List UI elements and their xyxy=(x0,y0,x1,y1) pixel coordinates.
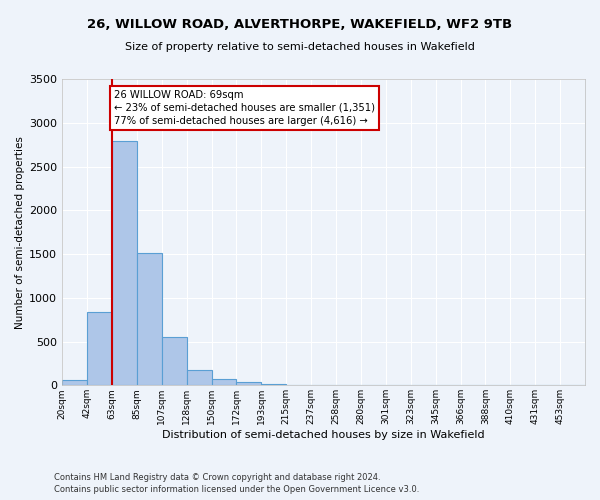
X-axis label: Distribution of semi-detached houses by size in Wakefield: Distribution of semi-detached houses by … xyxy=(162,430,485,440)
Y-axis label: Number of semi-detached properties: Number of semi-detached properties xyxy=(15,136,25,328)
Bar xyxy=(262,384,286,386)
Text: 26 WILLOW ROAD: 69sqm
← 23% of semi-detached houses are smaller (1,351)
77% of s: 26 WILLOW ROAD: 69sqm ← 23% of semi-deta… xyxy=(114,90,375,126)
Bar xyxy=(212,379,236,386)
Bar xyxy=(87,312,112,386)
Bar xyxy=(62,380,87,386)
Bar xyxy=(137,253,162,386)
Text: Contains public sector information licensed under the Open Government Licence v3: Contains public sector information licen… xyxy=(54,485,419,494)
Bar xyxy=(236,382,262,386)
Text: 26, WILLOW ROAD, ALVERTHORPE, WAKEFIELD, WF2 9TB: 26, WILLOW ROAD, ALVERTHORPE, WAKEFIELD,… xyxy=(88,18,512,30)
Text: Size of property relative to semi-detached houses in Wakefield: Size of property relative to semi-detach… xyxy=(125,42,475,52)
Bar xyxy=(187,370,212,386)
Text: Contains HM Land Registry data © Crown copyright and database right 2024.: Contains HM Land Registry data © Crown c… xyxy=(54,472,380,482)
Bar xyxy=(162,337,187,386)
Bar xyxy=(112,141,137,386)
